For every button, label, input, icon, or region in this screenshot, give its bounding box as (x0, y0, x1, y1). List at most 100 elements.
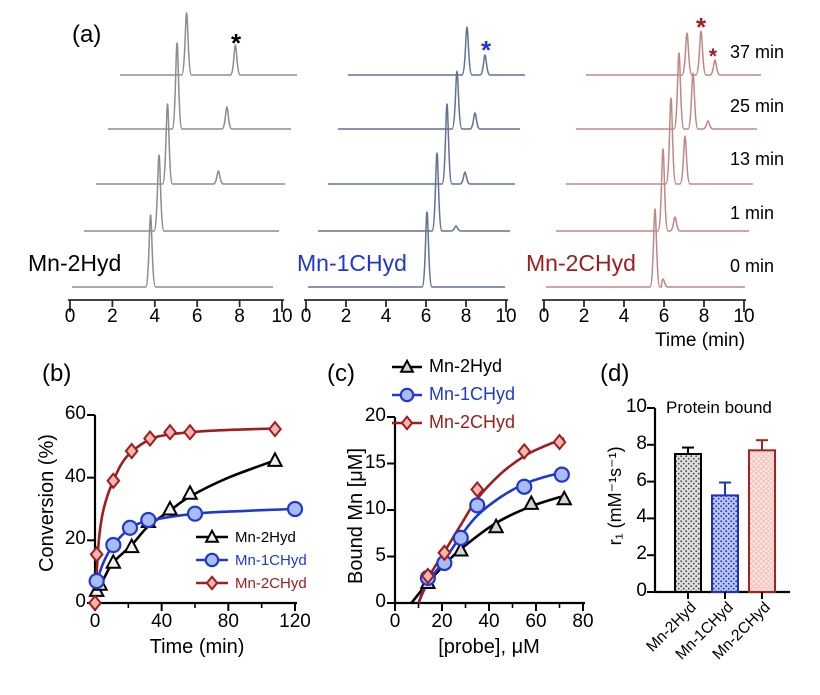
panel-a-x-tick-label: 4 (380, 306, 392, 327)
panel-a-x-tick-label: 6 (191, 306, 203, 327)
triangle-marker (399, 358, 415, 373)
diamond-marker (183, 423, 197, 441)
panel-b-x-axis-title: Time (min) (149, 636, 245, 658)
legend-marker-icon (392, 358, 422, 373)
panel-a-x-tick-label: 6 (658, 306, 670, 327)
triangle-marker (105, 553, 122, 569)
triangle-marker (204, 528, 220, 543)
chromatogram-trace-13-min (96, 103, 285, 185)
panel-a-x-tick-label: 2 (340, 306, 352, 327)
legend-marker-icon (392, 414, 422, 431)
panel-d-label: (d) (600, 360, 630, 387)
trace-time-label: 13 min (730, 149, 785, 169)
panel-c-x-tick-label: 60 (525, 611, 547, 632)
legend-item-mn-2hyd: Mn-2Hyd (392, 356, 515, 377)
panel-a-x-tick-label: 10 (733, 306, 755, 327)
panel-b-x-tick-label: 80 (217, 611, 239, 632)
trace-time-label: 0 min (730, 256, 775, 276)
trace-time-label: 37 min (730, 42, 785, 62)
legend-marker-icon (392, 387, 422, 402)
panel-c-y-tick-label: 5 (375, 544, 386, 566)
fit-curve-mn-2chyd (93, 427, 276, 604)
fit-curve-mn-2chyd (417, 437, 565, 604)
fit-curve-mn-1chyd (417, 470, 565, 604)
panel-b-y-tick-label: 60 (64, 403, 86, 424)
panel-b-label: (b) (42, 360, 72, 387)
diamond-marker (268, 420, 282, 438)
panel-a-x-tick-label: 8 (698, 306, 710, 327)
triangle-marker (161, 499, 179, 516)
diamond-marker (106, 472, 121, 490)
panel-a-x-tick-label: 10 (271, 306, 293, 327)
asterisk-annotation: * (708, 45, 718, 68)
diamond-marker (437, 544, 452, 562)
legend-label: Mn-2Hyd (429, 356, 503, 376)
asterisk-annotation: * (480, 35, 492, 65)
panel-a-x-tick-label: 0 (538, 306, 550, 327)
trace-time-label: 1 min (730, 203, 775, 223)
panel-d-y-tick-label: 6 (636, 469, 647, 491)
panel-d-title: Protein bound (666, 398, 772, 417)
chromatogram-group-mn-2chyd (542, 30, 761, 312)
circle-marker (553, 466, 570, 483)
panel-b-x-tick-label: 120 (279, 611, 311, 632)
panel-c-plot (387, 416, 585, 611)
panel-a-x-tick-label: 10 (495, 306, 517, 327)
diamond-marker (400, 414, 414, 431)
circle-marker (186, 505, 204, 522)
chromatogram-group-mn-1chyd (304, 26, 525, 312)
chromatogram-trace-13-min (328, 103, 515, 185)
panel-d-y-tick-label: 4 (636, 506, 647, 528)
chromatogram-trace-25-min (108, 42, 291, 130)
circle-marker (204, 552, 220, 568)
trace-time-label: 25 min (730, 96, 785, 116)
group-label-mn-2hyd: Mn-2Hyd (28, 250, 122, 276)
panel-b-x-tick-label: 0 (89, 611, 101, 632)
triangle-marker (181, 484, 199, 500)
panel-b-x-tick-label: 40 (151, 611, 173, 632)
group-label-mn-1chyd: Mn-1CHyd (297, 250, 407, 276)
diamond-marker (163, 423, 177, 441)
chromatogram-trace-25-min (338, 70, 520, 130)
diamond-marker (124, 442, 139, 460)
panel-a-x-tick-label: 0 (300, 306, 312, 327)
panel-a-x-tick-label: 2 (107, 306, 118, 327)
panel-a-x-axis-title: Time (min) (654, 330, 746, 351)
bar-mn-2chyd (748, 449, 776, 593)
legend-item-mn-2hyd: Mn-2Hyd (196, 528, 307, 546)
diamond-marker (143, 429, 157, 448)
panel-c-x-axis-title: [probe], μM (438, 636, 540, 658)
panel-b-y-tick-label: 0 (75, 591, 86, 612)
group-label-mn-2chyd: Mn-2CHyd (526, 250, 636, 276)
chromatogram-trace-0-min (308, 211, 505, 288)
panel-b-y-axis-title: Conversion (%) (36, 434, 58, 572)
chromatogram-trace-37-min (348, 26, 525, 76)
panel-b-plot (87, 414, 304, 612)
circle-marker (121, 519, 139, 536)
chromatogram-trace-1-min (318, 152, 510, 232)
panel-c-legend: Mn-2Hyd Mn-1CHyd Mn-2CHyd (392, 356, 515, 433)
panel-c-x-tick-label: 40 (478, 611, 500, 632)
chromatogram-trace-13-min (566, 97, 753, 185)
legend-label: Mn-2Hyd (235, 528, 296, 546)
panel-a-x-tick-label: 4 (618, 306, 630, 327)
triangle-marker (266, 451, 284, 467)
panel-a-x-tick-label: 0 (64, 306, 76, 327)
chromatogram-trace-1-min (84, 154, 279, 232)
diamond-marker (205, 575, 219, 591)
triangle-marker (123, 537, 140, 554)
panel-a-x-tick-label: 8 (460, 306, 472, 327)
panel-a-x-tick-label: 8 (234, 306, 245, 327)
triangle-marker (452, 540, 470, 557)
panel-a-x-tick-label: 6 (420, 306, 432, 327)
diamond-marker (420, 567, 435, 585)
asterisk-annotation: * (695, 12, 707, 42)
diamond-marker (470, 480, 485, 499)
panel-c-y-tick-label: 0 (375, 591, 386, 612)
bar-mn-2hyd (674, 453, 702, 593)
diamond-marker (89, 545, 104, 563)
circle-marker (399, 387, 415, 402)
legend-item-mn-1chyd: Mn-1CHyd (196, 551, 307, 569)
panel-c-x-tick-label: 80 (572, 611, 594, 632)
